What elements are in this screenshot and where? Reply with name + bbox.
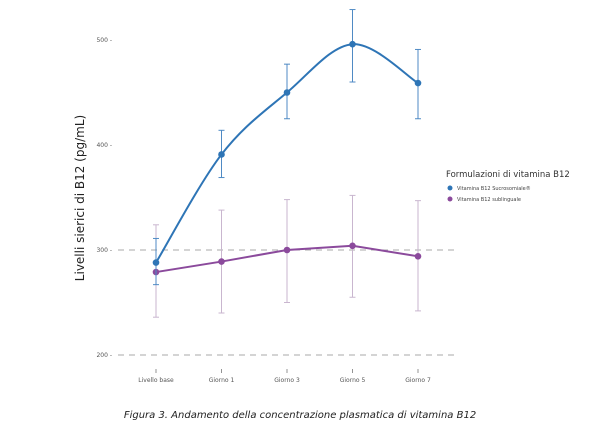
data-point xyxy=(218,258,225,265)
legend-marker xyxy=(447,185,453,191)
figure-caption: Figura 3. Andamento della concentrazione… xyxy=(123,410,477,421)
data-point xyxy=(349,40,356,48)
x-tick-label: Giorno 1 xyxy=(209,377,235,384)
legend-title: Formulazioni di vitamina B12 xyxy=(446,170,570,180)
y-tick-label: 400 - xyxy=(96,142,112,149)
data-point xyxy=(218,151,225,158)
y-tick-label: 300 - xyxy=(96,247,112,254)
legend-label: Vitamina B12 sublinguale xyxy=(457,197,521,203)
y-tick-label: 200 - xyxy=(96,352,112,359)
data-point xyxy=(152,259,160,266)
x-tick-label: Giorno 7 xyxy=(405,377,431,384)
data-point xyxy=(414,252,422,260)
legend-marker xyxy=(447,196,453,202)
y-tick-label: 500 - xyxy=(96,37,112,44)
data-point xyxy=(414,79,422,87)
legend-label: Vitamina B12 Sucrosomiale® xyxy=(457,185,531,192)
y-axis-label: Livelli sierici di B12 (pg/mL) xyxy=(73,115,87,281)
x-tick-label: Giorno 3 xyxy=(274,377,300,384)
data-point xyxy=(283,89,291,96)
data-point xyxy=(283,246,291,254)
data-point xyxy=(349,242,356,250)
x-tick-label: Livello base xyxy=(138,377,174,384)
x-tick-label: Giorno 5 xyxy=(340,377,366,384)
